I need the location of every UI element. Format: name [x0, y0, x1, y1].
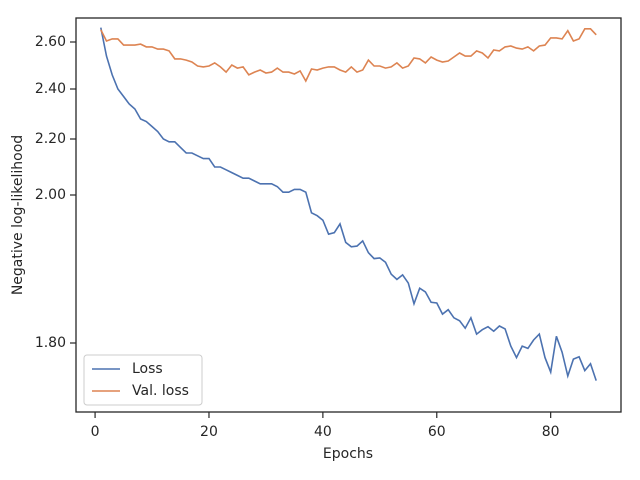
y-axis-label: Negative log-likelihood [10, 135, 26, 295]
x-tick-label: 20 [200, 424, 218, 440]
y-tick-label: 2.00 [35, 187, 66, 203]
y-tick-label: 1.80 [35, 335, 66, 351]
x-axis-label: Epochs [323, 446, 373, 462]
y-tick-label: 2.60 [35, 34, 66, 50]
legend-label: Loss [132, 361, 163, 377]
x-tick-label: 60 [428, 424, 446, 440]
series-line [100, 27, 597, 381]
series-line [100, 28, 597, 83]
legend-box [83, 354, 203, 406]
axes-frame [75, 17, 622, 413]
legend-label: Val. loss [132, 383, 189, 399]
x-tick-label: 80 [542, 424, 560, 440]
x-tick-label: 0 [91, 424, 100, 440]
y-tick-label: 2.40 [35, 81, 66, 97]
y-tick-label: 2.20 [35, 131, 66, 147]
x-tick-label: 40 [314, 424, 332, 440]
